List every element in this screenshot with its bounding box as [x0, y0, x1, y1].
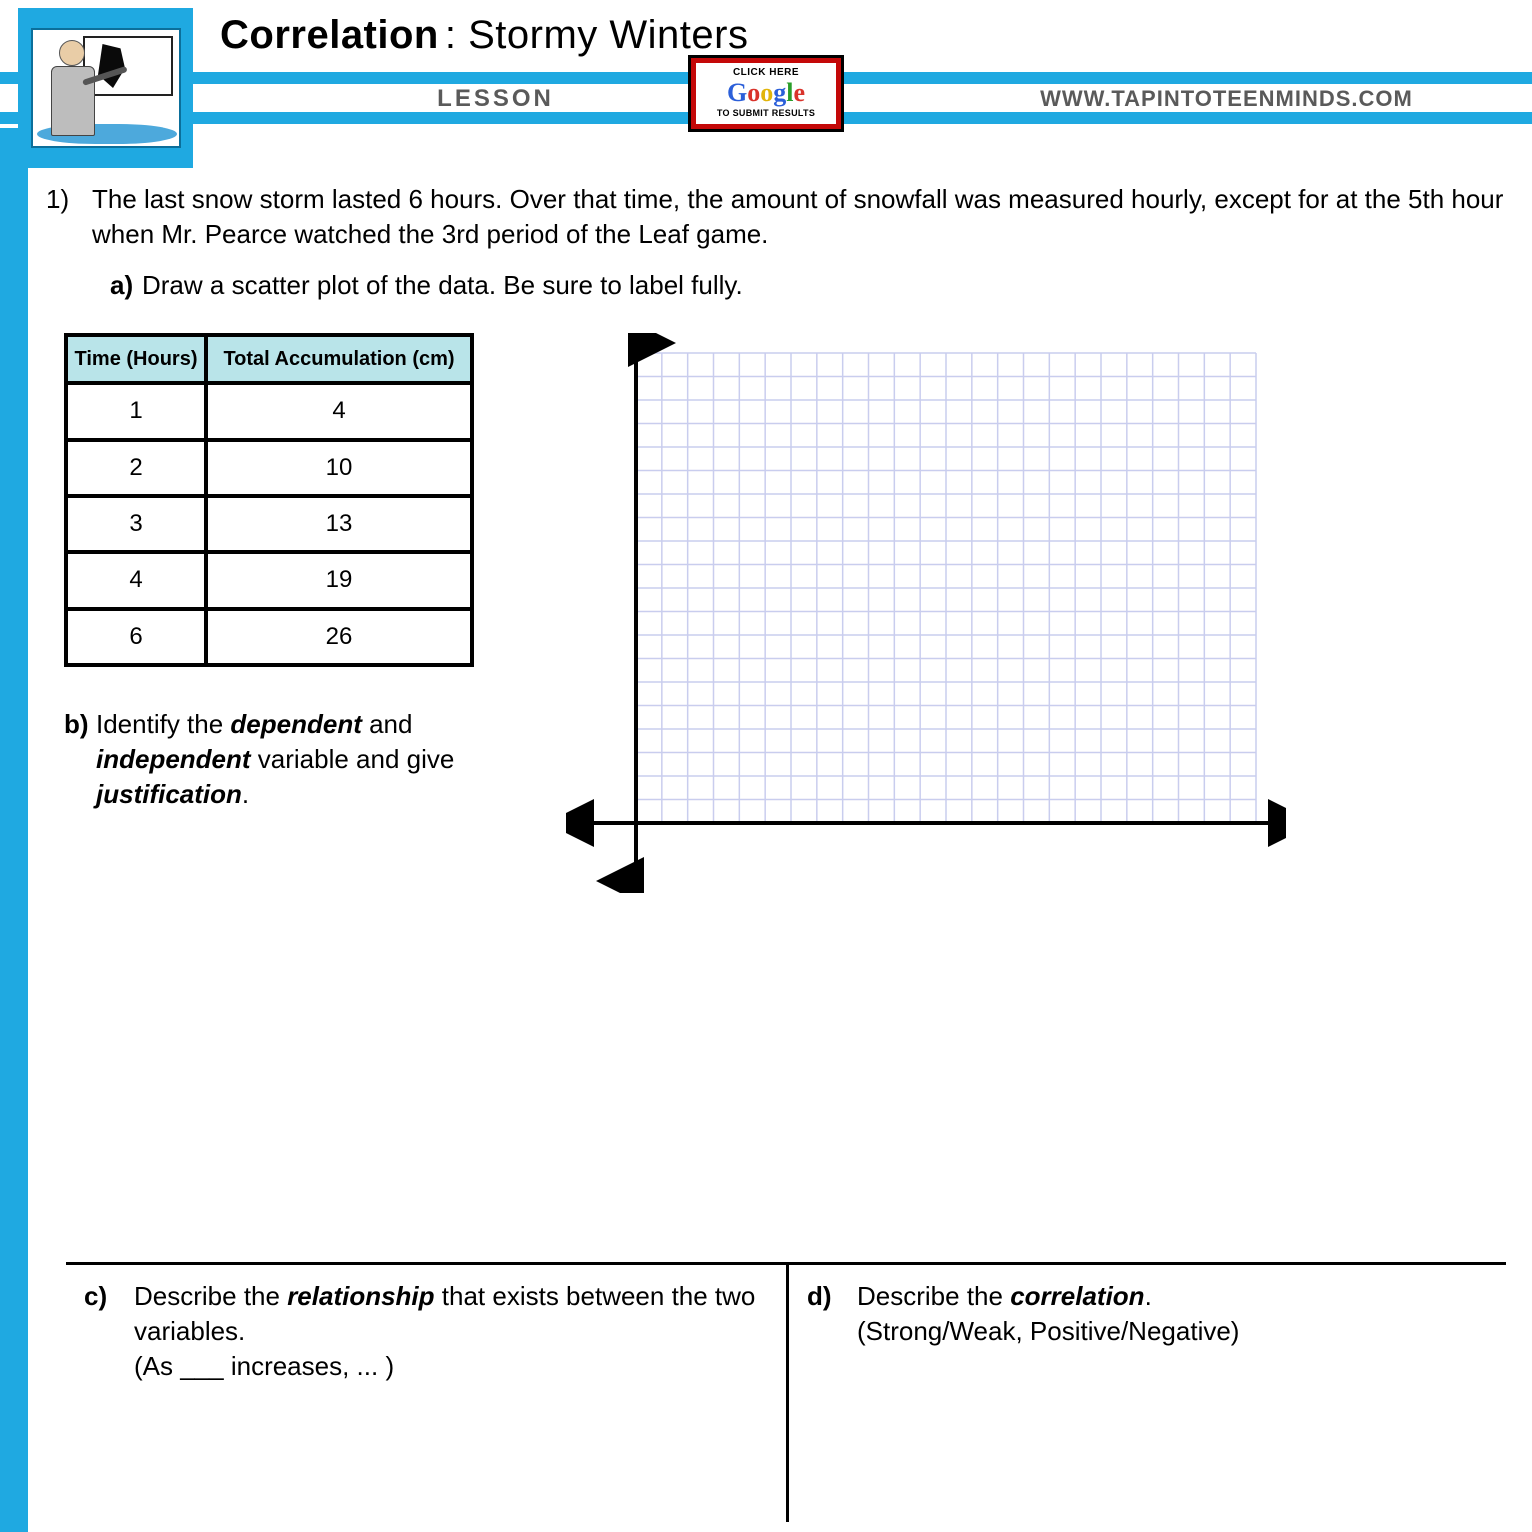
- cell-accum: 4: [206, 383, 472, 439]
- badge-google-wordmark: Google: [700, 80, 832, 106]
- cell-time: 4: [66, 552, 206, 608]
- pb-kw-dependent: dependent: [230, 709, 361, 739]
- google-submit-badge[interactable]: CLICK HERE Google TO SUBMIT RESULTS: [691, 58, 841, 129]
- table-row: 4 19: [66, 552, 472, 608]
- data-table: Time (Hours) Total Accumulation (cm) 1 4…: [64, 333, 474, 667]
- pc-kw-relationship: relationship: [287, 1281, 434, 1311]
- cell-time: 6: [66, 609, 206, 665]
- pd-line2: (Strong/Weak, Positive/Negative): [857, 1316, 1239, 1346]
- lesson-label: LESSON: [220, 85, 771, 113]
- cell-accum: 10: [206, 440, 472, 496]
- cell-time: 2: [66, 440, 206, 496]
- cell-time: 3: [66, 496, 206, 552]
- part-b-text: Identify the dependent and independent v…: [96, 707, 516, 812]
- part-c-label: c): [84, 1279, 134, 1384]
- part-c-text: Describe the relationship that exists be…: [134, 1279, 768, 1384]
- table-row: 3 13: [66, 496, 472, 552]
- pd-kw-correlation: correlation: [1010, 1281, 1144, 1311]
- pb-t4: .: [242, 779, 249, 809]
- cell-accum: 13: [206, 496, 472, 552]
- site-url-label: WWW.TAPINTOTEENMINDS.COM: [951, 86, 1502, 112]
- cell-accum: 26: [206, 609, 472, 665]
- question-1: 1) The last snow storm lasted 6 hours. O…: [46, 182, 1512, 252]
- part-b-label: b): [46, 707, 96, 812]
- pb-t1: Identify the: [96, 709, 230, 739]
- title-bold: Correlation: [220, 13, 439, 58]
- worksheet-content: 1) The last snow storm lasted 6 hours. O…: [46, 182, 1512, 1532]
- part-d: d) Describe the correlation. (Strong/Wea…: [786, 1265, 1506, 1522]
- pb-t3: variable and give: [251, 744, 455, 774]
- part-a-text: Draw a scatter plot of the data. Be sure…: [142, 268, 1512, 303]
- part-b: b) Identify the dependent and independen…: [46, 707, 516, 812]
- part-c: c) Describe the relationship that exists…: [66, 1265, 786, 1522]
- table-header-accum: Total Accumulation (cm): [206, 335, 472, 383]
- badge-line1: CLICK HERE: [700, 67, 832, 78]
- pb-t2: and: [362, 709, 413, 739]
- part-a: a) Draw a scatter plot of the data. Be s…: [92, 268, 1512, 303]
- badge-line3: TO SUBMIT RESULTS: [700, 108, 832, 118]
- pc-t1: Describe the: [134, 1281, 287, 1311]
- table-row: 1 4: [66, 383, 472, 439]
- blank-scatter-grid: [566, 333, 1286, 893]
- cell-time: 1: [66, 383, 206, 439]
- data-table-container: Time (Hours) Total Accumulation (cm) 1 4…: [46, 333, 546, 812]
- pb-kw-justification: justification: [96, 779, 242, 809]
- left-blue-rail: [0, 128, 28, 1532]
- pd-t1: Describe the: [857, 1281, 1010, 1311]
- part-d-label: d): [807, 1279, 857, 1349]
- worksheet-header: Correlation : Stormy Winters LESSON WWW.…: [0, 0, 1532, 180]
- pc-line2: (As ___ increases, ... ): [134, 1351, 394, 1381]
- pb-kw-independent: independent: [96, 744, 251, 774]
- part-d-text: Describe the correlation. (Strong/Weak, …: [857, 1279, 1488, 1349]
- pd-t2: .: [1145, 1281, 1152, 1311]
- table-row: 2 10: [66, 440, 472, 496]
- cell-accum: 19: [206, 552, 472, 608]
- question-prompt: The last snow storm lasted 6 hours. Over…: [92, 182, 1512, 252]
- parts-c-d: c) Describe the relationship that exists…: [66, 1262, 1506, 1522]
- question-number: 1): [46, 182, 92, 252]
- title-rest: : Stormy Winters: [445, 13, 749, 58]
- teacher-illustration: [31, 28, 181, 148]
- table-header-time: Time (Hours): [66, 335, 206, 383]
- table-row: 6 26: [66, 609, 472, 665]
- brand-logo-box: [18, 8, 193, 168]
- part-a-label: a): [92, 268, 142, 303]
